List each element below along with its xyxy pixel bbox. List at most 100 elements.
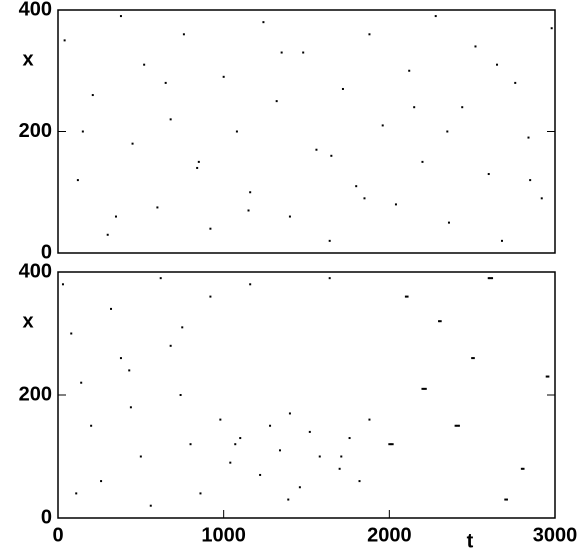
dot <box>119 15 122 18</box>
dot <box>315 148 318 151</box>
dot <box>504 498 507 501</box>
dot <box>472 357 475 360</box>
dot <box>119 357 122 360</box>
dot <box>156 206 159 209</box>
dot <box>129 406 132 409</box>
dot <box>209 227 212 230</box>
dot <box>454 424 457 427</box>
dot <box>456 424 459 427</box>
y-tick-label: 200 <box>19 383 52 405</box>
dot <box>164 81 167 84</box>
dot <box>363 197 366 200</box>
dot <box>489 277 492 280</box>
dot <box>421 387 424 390</box>
dot <box>262 21 265 24</box>
dot <box>280 51 283 54</box>
dot <box>70 332 73 335</box>
dot <box>406 295 409 298</box>
dot <box>149 504 152 507</box>
dot <box>447 221 450 224</box>
dot <box>197 160 200 163</box>
dot <box>81 130 84 133</box>
plot-frame <box>57 9 556 254</box>
dot <box>288 215 291 218</box>
dot <box>424 387 427 390</box>
dot <box>330 154 333 157</box>
dot <box>302 51 305 54</box>
y-axis-label: x <box>22 48 33 70</box>
dot <box>527 136 530 139</box>
dot <box>139 455 142 458</box>
x-tick-label: 2000 <box>367 524 412 546</box>
dot <box>308 430 311 433</box>
dot <box>189 443 192 446</box>
y-tick-label: 400 <box>19 260 52 282</box>
dot <box>421 160 424 163</box>
dot <box>275 100 278 103</box>
dot <box>389 443 392 446</box>
dot <box>269 424 272 427</box>
dot <box>106 233 109 236</box>
dot <box>298 486 301 489</box>
dot <box>338 467 341 470</box>
x-tick-label: 0 <box>52 524 63 546</box>
dot <box>328 277 331 280</box>
dot <box>196 166 199 169</box>
dot <box>540 197 543 200</box>
dot <box>471 357 474 360</box>
dot <box>328 239 331 242</box>
dot <box>247 209 250 212</box>
dot <box>529 179 532 182</box>
dot <box>368 418 371 421</box>
dot <box>487 277 490 280</box>
y-tick-label: 200 <box>19 120 52 142</box>
dot <box>438 320 441 323</box>
dot <box>259 473 262 476</box>
dot <box>500 239 503 242</box>
dot <box>222 75 225 78</box>
dot <box>235 130 238 133</box>
x-tick-label: 3000 <box>533 524 578 546</box>
dot <box>457 424 460 427</box>
dot <box>439 320 442 323</box>
dot <box>491 277 494 280</box>
dot <box>114 215 117 218</box>
dot <box>423 387 426 390</box>
dot <box>547 375 550 378</box>
y-axis-label: x <box>22 310 33 332</box>
dot <box>75 492 78 495</box>
x-tick-label: 1000 <box>201 524 246 546</box>
dot <box>90 424 93 427</box>
dot <box>128 369 131 372</box>
dot <box>434 15 437 18</box>
plot-frame <box>57 271 556 519</box>
dot <box>368 33 371 36</box>
dot <box>181 326 184 329</box>
dot <box>182 33 185 36</box>
dot <box>550 27 553 30</box>
dot <box>209 295 212 298</box>
dot <box>340 455 343 458</box>
dot <box>229 461 232 464</box>
y-tick-label: 0 <box>41 241 52 263</box>
dot <box>413 106 416 109</box>
dot <box>287 498 290 501</box>
dot <box>110 307 113 310</box>
dot <box>131 142 134 145</box>
dot <box>408 69 411 72</box>
dot <box>391 443 394 446</box>
dot <box>461 106 464 109</box>
dot <box>487 173 490 176</box>
dot <box>388 443 391 446</box>
dot <box>545 375 548 378</box>
dot <box>474 45 477 48</box>
dot <box>249 283 252 286</box>
dot <box>61 283 64 286</box>
dot <box>381 124 384 127</box>
dot <box>522 467 525 470</box>
dot <box>249 191 252 194</box>
dot <box>143 63 146 66</box>
dot <box>80 381 83 384</box>
dot <box>404 295 407 298</box>
